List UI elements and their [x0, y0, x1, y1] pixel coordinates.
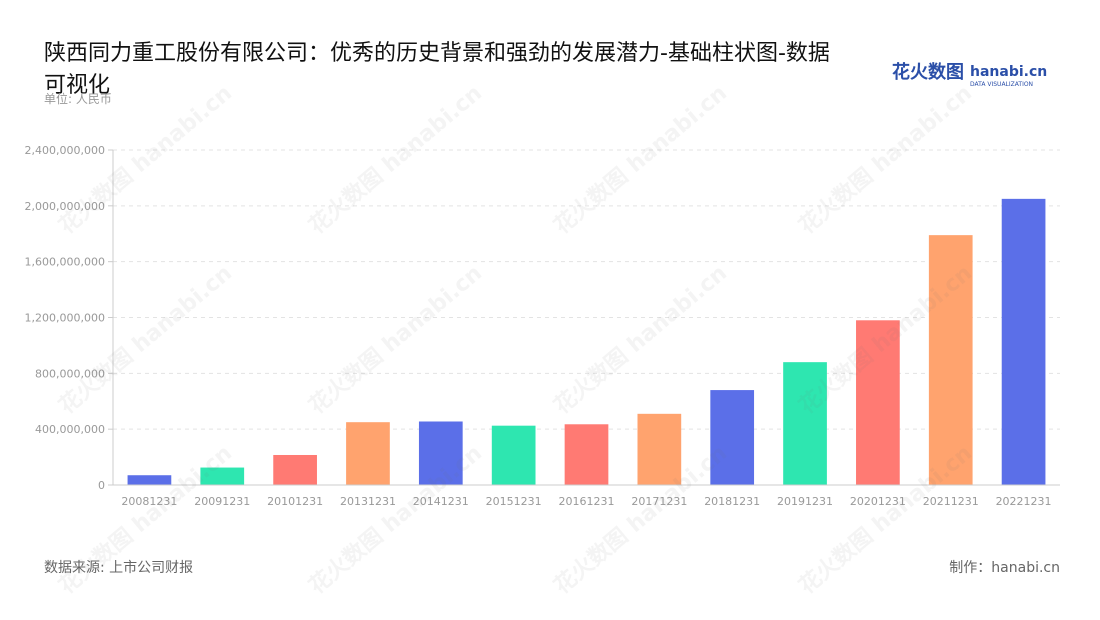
bar-20181231 [710, 390, 755, 485]
bar-20101231 [273, 454, 317, 485]
brand-tagline-text: DATA VISUALIZATION [970, 81, 1033, 88]
grid-lines [113, 149, 1060, 430]
brand-cn-text: 花火数图 [892, 61, 964, 83]
bar-20221231 [1001, 198, 1046, 485]
bars [127, 198, 1046, 485]
brand-logo: 花火数图 hanabi.cn DATA VISUALIZATION [892, 58, 1052, 88]
y-axis: 0 400,000,000 800,000,000 1,200,000,000 1,60… [25, 144, 114, 492]
bar-20141231 [418, 421, 463, 485]
y-tick-label: 400,000,000 [35, 423, 105, 436]
x-tick-label: 20101231 [267, 495, 323, 508]
y-tick-label: 800,000,000 [35, 367, 105, 380]
brand-en-text: hanabi.cn [970, 64, 1047, 80]
x-tick-label: 20191231 [777, 495, 833, 508]
x-tick-label: 20181231 [704, 495, 760, 508]
bar-20211231 [928, 235, 973, 485]
x-tick-label: 20221231 [996, 495, 1052, 508]
y-tick-label: 1,600,000,000 [25, 256, 105, 269]
bar-20151231 [491, 425, 536, 485]
y-tick-label: 0 [98, 479, 105, 492]
x-tick-label: 20211231 [923, 495, 979, 508]
x-tick-label: 20201231 [850, 495, 906, 508]
y-tick-label: 1,200,000,000 [25, 312, 105, 325]
unit-label: 单位: 人民币 [44, 92, 112, 106]
chart-title: 陕西同力重工股份有限公司：优秀的历史背景和强劲的发展潜力-基础柱状图-数据可视化 [44, 41, 830, 98]
bar-20171231 [637, 413, 682, 485]
y-tick-label: 2,400,000,000 [25, 144, 105, 157]
x-tick-label: 20161231 [559, 495, 615, 508]
x-axis: 20081231 20091231 20101231 20131231 20141231… [113, 484, 1060, 508]
x-tick-label: 20151231 [486, 495, 542, 508]
bar-20081231 [127, 475, 172, 485]
bar-20201231 [856, 320, 900, 485]
x-tick-label: 20171231 [631, 495, 687, 508]
credit: 制作：hanabi.cn [949, 560, 1060, 576]
x-tick-label: 20081231 [121, 495, 177, 508]
bar-20131231 [346, 422, 390, 485]
y-tick-label: 2,000,000,000 [25, 200, 105, 213]
brand-logo-svg: 花火数图 hanabi.cn DATA VISUALIZATION [892, 61, 1047, 88]
x-tick-label: 20141231 [413, 495, 469, 508]
bar-20191231 [783, 362, 827, 485]
data-source: 数据来源: 上市公司财报 [44, 560, 194, 576]
bar-20161231 [564, 424, 609, 485]
x-tick-label: 20131231 [340, 495, 396, 508]
x-tick-label: 20091231 [194, 495, 250, 508]
bar-20091231 [200, 467, 245, 485]
